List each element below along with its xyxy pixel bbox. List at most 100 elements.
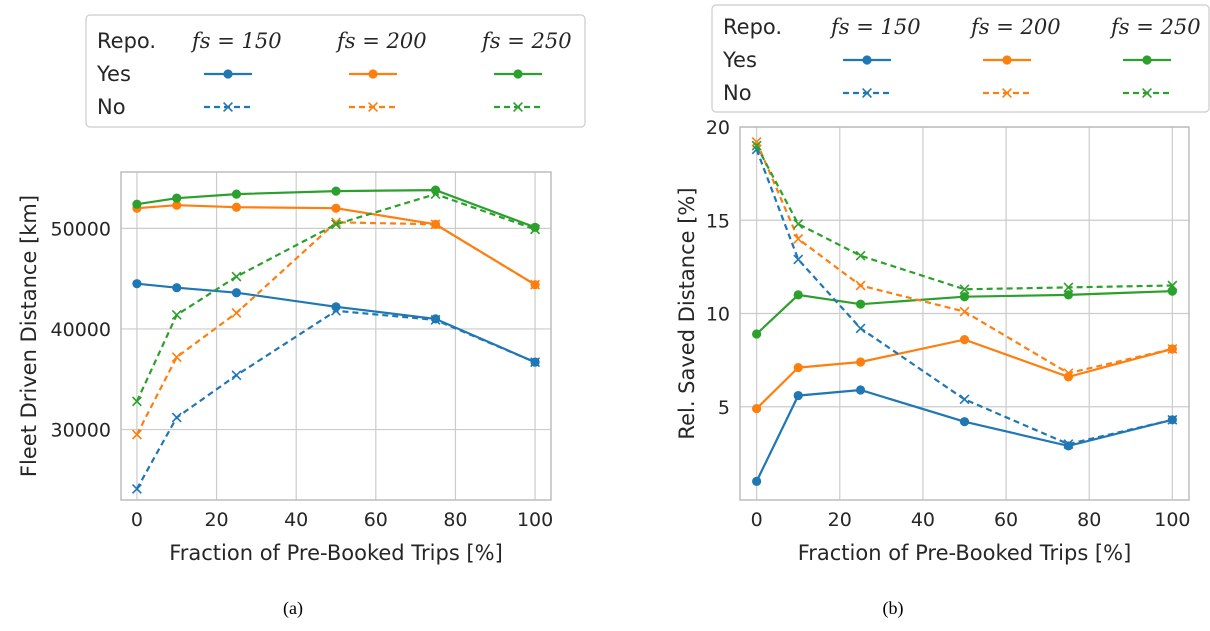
series-fs250-no-point xyxy=(751,140,762,151)
y-tick-label: 15 xyxy=(706,210,730,232)
series-fs250-no-point xyxy=(793,219,804,229)
series-fs200-yes-point xyxy=(231,202,242,212)
x-tick-label: 60 xyxy=(994,509,1018,531)
series-fs250-yes-point xyxy=(331,186,341,196)
series-fs250-yes-line xyxy=(136,188,536,229)
series-fs200-no-point xyxy=(751,136,762,147)
x-tick-label: 60 xyxy=(364,509,388,531)
series-fs150-yes-point xyxy=(231,288,242,298)
legend-column-fs250: fs = 250 xyxy=(480,29,572,53)
series-fs200-yes-point xyxy=(793,362,803,373)
caption-b: (b) xyxy=(883,598,904,619)
plot-frame xyxy=(120,171,552,501)
series-fs200-no-point xyxy=(959,306,970,317)
series-fs150-no-line xyxy=(755,149,1173,446)
series-fs200-no-point xyxy=(530,279,541,290)
legend-swatch-yes-marker xyxy=(1142,55,1152,65)
series-fs250-no-point xyxy=(331,219,341,230)
series-fs250-yes-point xyxy=(231,189,242,199)
series-fs250-no-point xyxy=(855,250,866,261)
series-fs250-no-line xyxy=(135,192,536,402)
x-tick-label: 0 xyxy=(131,509,143,531)
y-axis-label: Fleet Driven Distance [km] xyxy=(17,195,41,477)
y-tick-label: 30000 xyxy=(51,420,111,442)
series-fs150-no-point xyxy=(855,323,866,334)
series-fs250-yes-line xyxy=(755,290,1173,335)
series-fs150-no-point xyxy=(530,357,541,368)
series-fs150-yes-point xyxy=(132,279,142,289)
legend-swatch-no-marker xyxy=(368,102,378,112)
series-fs200-no-point xyxy=(171,352,182,363)
series-fs200-no-point xyxy=(131,429,142,440)
plot-frame xyxy=(739,126,1190,501)
x-axis-label: Fraction of Pre-Booked Trips [%] xyxy=(169,541,503,565)
series-fs200-yes-point xyxy=(172,200,182,210)
legend-column-fs150: fs = 150 xyxy=(829,15,921,39)
legend-swatch-no-marker xyxy=(862,88,872,98)
series-fs200-yes-point xyxy=(752,404,762,414)
series-fs200-no-line xyxy=(135,221,536,436)
series-fs250-yes-point xyxy=(793,290,803,300)
y-tick-label: 40000 xyxy=(51,319,111,341)
x-tick-label: 80 xyxy=(1077,509,1101,531)
legend-swatch-no-marker xyxy=(1142,88,1152,98)
legend-frame xyxy=(711,4,1210,113)
y-axis-label: Rel. Saved Distance [%] xyxy=(675,187,699,439)
x-tick-label: 80 xyxy=(443,509,467,531)
legend-swatch-yes-marker xyxy=(513,69,523,79)
series-fs250-yes-point xyxy=(855,299,866,309)
series-fs250-yes-point xyxy=(752,329,762,339)
series-fs200-no-point xyxy=(231,307,242,318)
x-tick-label: 100 xyxy=(1154,509,1190,531)
series-fs150-no-line xyxy=(135,309,536,490)
y-tick-label: 20 xyxy=(706,117,730,139)
series-fs250-yes-point xyxy=(172,193,182,203)
legend-swatch-yes-marker xyxy=(862,55,872,65)
series-fs150-no-point xyxy=(131,483,142,494)
x-tick-label: 20 xyxy=(204,509,228,531)
series-fs150-no-point xyxy=(793,254,804,265)
series-fs200-no-point xyxy=(430,219,441,230)
series-fs150-no-point xyxy=(430,314,441,325)
series-fs150-no-point xyxy=(1063,439,1074,450)
legend-header: Repo. xyxy=(97,29,156,53)
legend-swatch-yes-marker xyxy=(223,69,233,79)
series-fs200-yes-point xyxy=(331,203,341,213)
legend-header: Repo. xyxy=(723,15,782,39)
legend-column-fs200: fs = 200 xyxy=(335,29,427,53)
legend-row-no: No xyxy=(723,81,752,105)
series-fs150-no-point xyxy=(231,370,242,381)
legend-swatch-no-marker xyxy=(223,102,233,112)
x-tick-label: 0 xyxy=(751,509,763,531)
series-fs250-no-point xyxy=(1063,282,1074,293)
legend-row-yes: Yes xyxy=(722,48,757,72)
legend-swatch-no-marker xyxy=(1002,88,1012,98)
series-fs250-no-point xyxy=(1167,280,1178,291)
legend-swatch-no-marker xyxy=(513,102,523,112)
x-axis-label: Fraction of Pre-Booked Trips [%] xyxy=(798,541,1132,565)
series-fs250-yes-point xyxy=(132,199,142,209)
x-tick-label: 100 xyxy=(517,509,553,531)
legend-column-fs250: fs = 250 xyxy=(1109,15,1201,39)
legend-row-no: No xyxy=(97,95,126,119)
legend-swatch-yes-marker xyxy=(1002,55,1012,65)
y-tick-label: 50000 xyxy=(51,218,111,240)
x-tick-label: 20 xyxy=(828,509,852,531)
legend-frame xyxy=(85,14,586,128)
series-fs200-yes-line xyxy=(136,204,536,286)
series-fs150-yes-point xyxy=(752,476,762,486)
series-fs250-no-point xyxy=(530,224,541,235)
series-fs250-no-point xyxy=(131,396,142,407)
series-fs200-no-point xyxy=(1167,343,1178,354)
series-fs250-no-point xyxy=(231,271,242,282)
series-fs250-yes-point xyxy=(530,222,540,232)
x-tick-label: 40 xyxy=(911,509,935,531)
series-fs250-yes-point xyxy=(1063,290,1074,300)
series-fs150-yes-point xyxy=(793,390,803,401)
x-tick-label: 40 xyxy=(284,509,308,531)
series-fs200-no-point xyxy=(855,280,866,291)
series-fs250-no-point xyxy=(430,189,441,200)
chart-b: 0 20 40 60 80 100 5 10 15 20 Fraction of Pre-Booke… xyxy=(675,117,1191,565)
series-fs200-no-point xyxy=(793,233,804,244)
series-fs250-no-line xyxy=(755,145,1173,291)
